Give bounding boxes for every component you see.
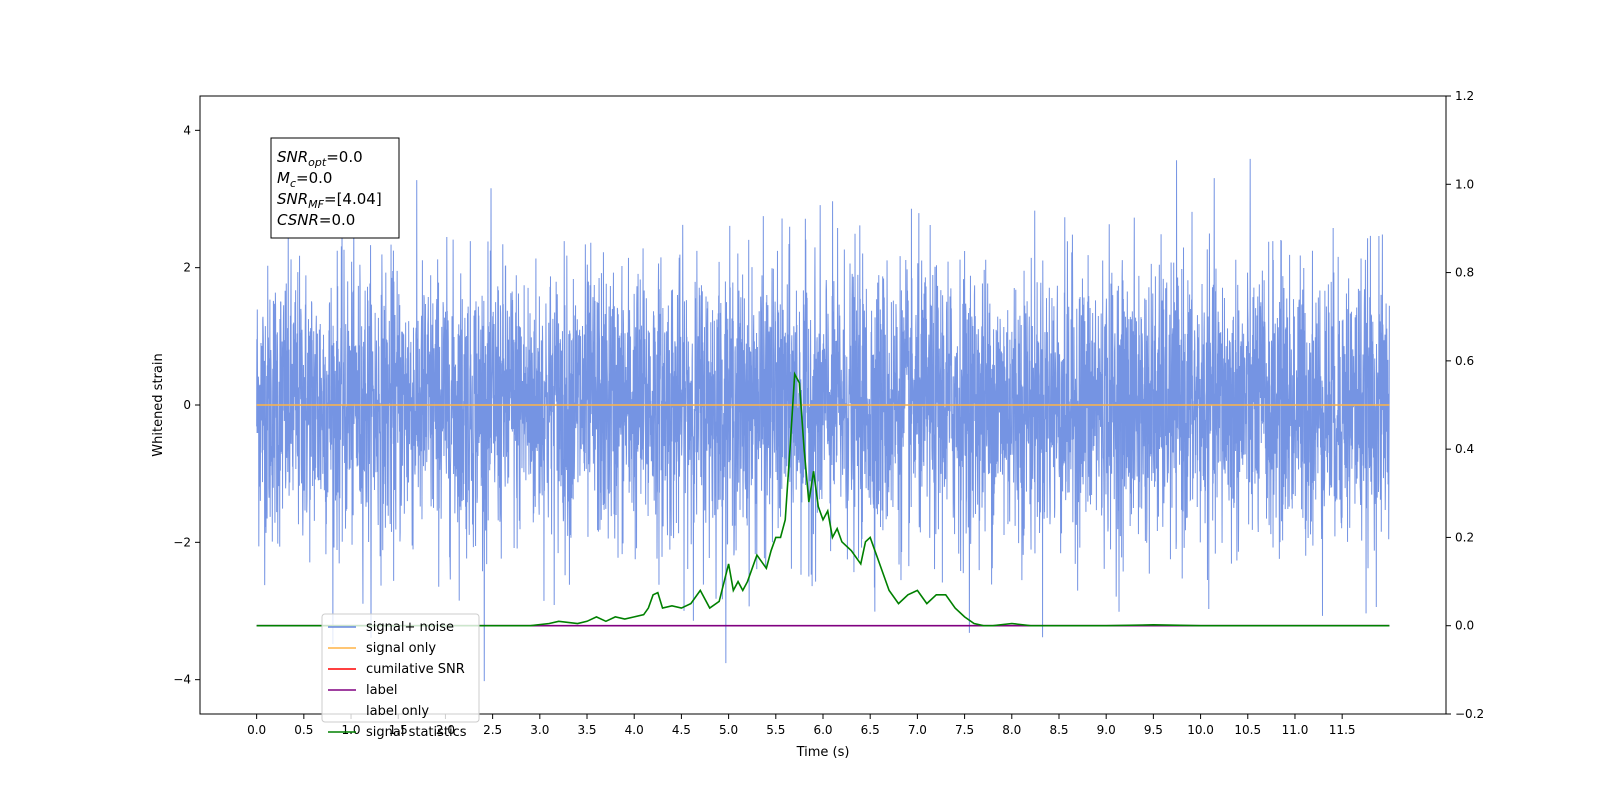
annotation-frame [270, 137, 400, 239]
x-tick-label: 6.0 [813, 723, 832, 737]
x-tick-label: 7.0 [908, 723, 927, 737]
x-tick-label: 3.0 [530, 723, 549, 737]
legend-frame [321, 613, 480, 723]
legend-label: signal only [366, 641, 436, 656]
y-axis-left: 4 2 0 −2 −4 [173, 123, 200, 687]
y-tick-label: −2 [173, 535, 191, 549]
y-axis-label: Whitened strain [151, 353, 166, 456]
legend: signal+ noise signal only cumilative SNR la… [321, 613, 480, 740]
y2-tick-label: 0.8 [1455, 266, 1474, 280]
legend-label: signal statistics [366, 725, 467, 740]
series-signal-noise [256, 158, 1390, 682]
legend-label: signal+ noise [366, 620, 454, 635]
x-axis: 0.0 0.5 1.0 1.5 2.0 2.5 3.0 3.5 4.0 4.5 5.0 5.5 6.0 6… [247, 714, 1356, 737]
series-signal-statistics [256, 371, 1390, 627]
x-tick-label: 9.5 [1144, 723, 1163, 737]
x-tick-label: 8.0 [1002, 723, 1021, 737]
x-tick-label: 10.0 [1187, 723, 1214, 737]
x-tick-label: 11.5 [1329, 723, 1356, 737]
x-tick-label: 0.5 [294, 723, 313, 737]
x-tick-label: 9.0 [1097, 723, 1116, 737]
x-tick-label: 10.5 [1234, 723, 1261, 737]
x-tick-label: 5.5 [766, 723, 785, 737]
y2-tick-label: 0.6 [1455, 354, 1474, 368]
y-axis-right: 1.2 1.0 0.8 0.6 0.4 0.2 0.0 −0.2 [1446, 89, 1484, 721]
x-tick-label: 2.0 [436, 723, 455, 737]
y-tick-label: −4 [173, 673, 191, 687]
annotation-line: SNRopt=0.0 [277, 148, 363, 169]
y2-tick-label: 0.4 [1455, 442, 1474, 456]
x-tick-label: 8.5 [1049, 723, 1068, 737]
y-tick-label: 0 [183, 398, 191, 412]
y-tick-label: 2 [183, 261, 191, 275]
x-tick-label: 5.0 [719, 723, 738, 737]
annotation-line: SNRMF=[4.04] [277, 190, 382, 211]
x-tick-label: 4.0 [625, 723, 644, 737]
x-tick-label: 2.5 [483, 723, 502, 737]
y2-tick-label: 0.2 [1455, 530, 1474, 544]
x-tick-label: 4.5 [672, 723, 691, 737]
series-layer [256, 158, 1390, 682]
x-tick-label: 11.0 [1282, 723, 1309, 737]
y2-tick-label: 1.0 [1455, 177, 1474, 191]
legend-label: cumilative SNR [366, 662, 465, 677]
x-tick-label: 7.5 [955, 723, 974, 737]
x-tick-label: 1.0 [341, 723, 360, 737]
y2-tick-label: −0.2 [1455, 707, 1484, 721]
annotation-line: CSNR=0.0 [277, 211, 355, 229]
y-tick-label: 4 [183, 123, 191, 137]
legend-label: label only [366, 704, 429, 719]
legend-label: label [366, 683, 397, 698]
x-axis-label: Time (s) [796, 745, 850, 760]
annotation-line: Mc=0.0 [277, 169, 332, 190]
x-tick-label: 6.5 [861, 723, 880, 737]
x-tick-label: 3.5 [577, 723, 596, 737]
y2-tick-label: 0.0 [1455, 619, 1474, 633]
x-tick-label: 1.5 [389, 723, 408, 737]
y2-tick-label: 1.2 [1455, 89, 1474, 103]
x-tick-label: 0.0 [247, 723, 266, 737]
